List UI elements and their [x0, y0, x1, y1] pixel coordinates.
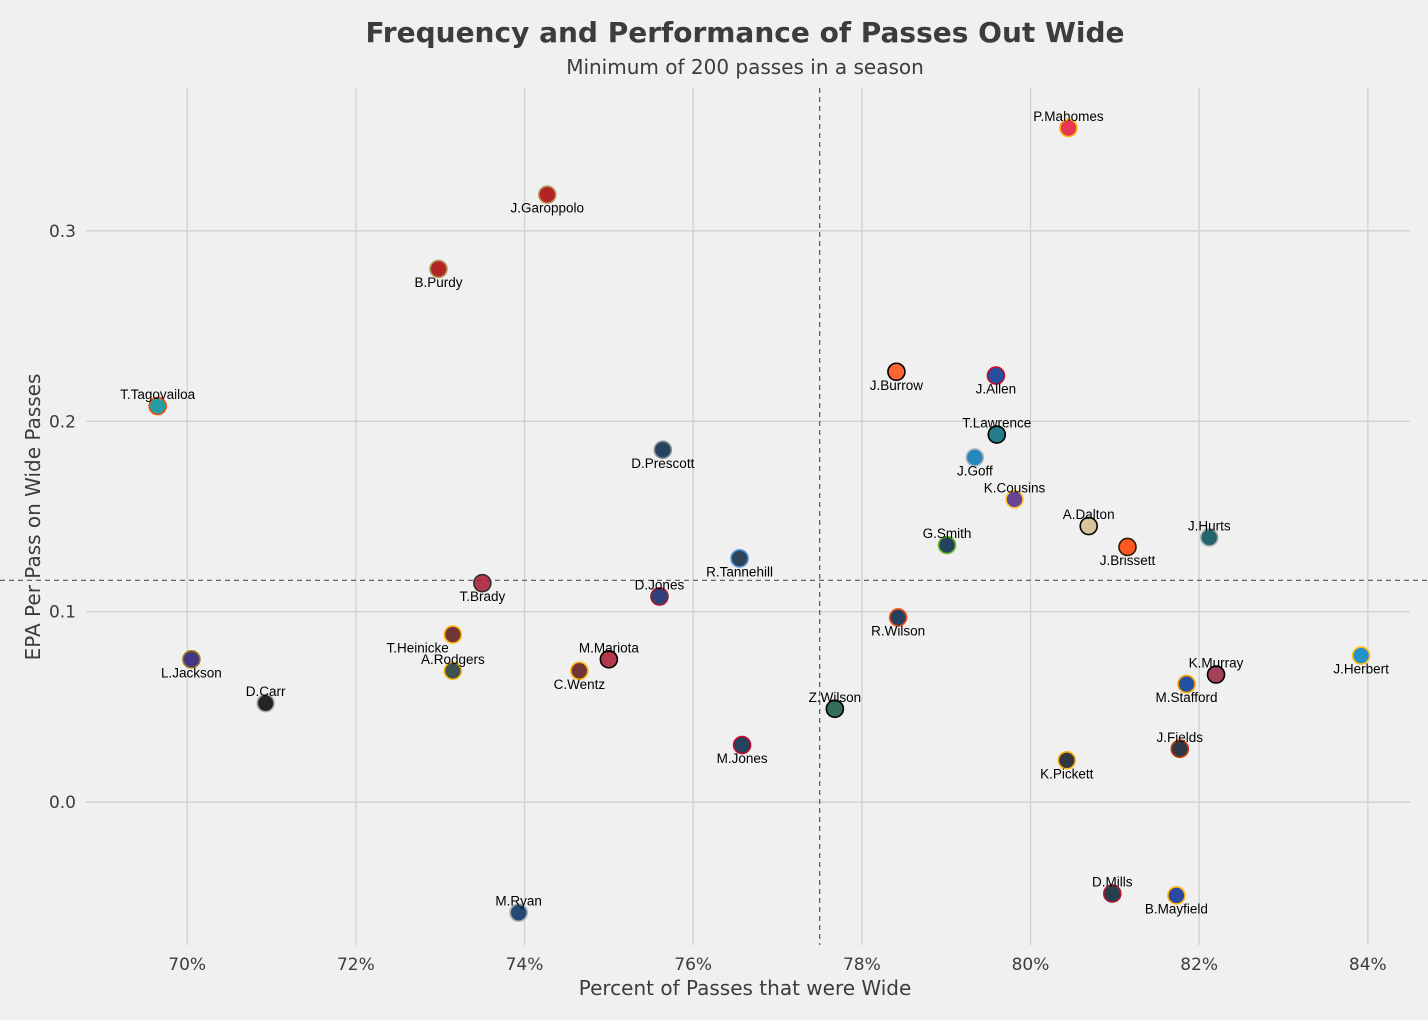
point-label: C.Wentz — [554, 677, 606, 692]
point-label: P.Mahomes — [1033, 109, 1104, 124]
point-label: A.Dalton — [1063, 507, 1115, 522]
y-axis-label: EPA Per Pass on Wide Passes — [21, 374, 45, 661]
y-tick-label: 0.0 — [49, 793, 76, 813]
data-point — [473, 573, 492, 593]
point-label: T.Brady — [459, 589, 505, 604]
data-point — [1118, 537, 1137, 557]
point-label: R.Wilson — [871, 623, 925, 638]
point-label: M.Jones — [717, 751, 768, 766]
data-point — [429, 259, 448, 279]
point-label: J.Burrow — [870, 378, 924, 393]
point-label: G.Smith — [923, 526, 972, 541]
point-label: J.Herbert — [1333, 662, 1389, 677]
data-point — [443, 625, 463, 644]
point-label: M.Stafford — [1156, 690, 1218, 705]
point-label: R.Tannehill — [706, 564, 773, 579]
data-points — [148, 118, 1371, 922]
point-label: T.Tagovailoa — [120, 387, 196, 402]
axis-ticks: 70% 72% 74% 76% 78% 80% 82% 84% 0.0 0.1 0.2 0.3 — [49, 222, 1387, 975]
data-point — [1199, 528, 1219, 547]
x-tick-label: 70% — [168, 955, 206, 975]
point-label: M.Mariota — [579, 640, 640, 655]
data-point — [1059, 118, 1078, 138]
point-label: J.Fields — [1157, 730, 1204, 745]
data-point — [1206, 665, 1226, 684]
data-point — [937, 535, 957, 555]
y-tick-label: 0.2 — [49, 412, 76, 432]
point-label: D.Prescott — [631, 456, 694, 471]
y-tick-label: 0.3 — [49, 222, 76, 242]
data-point — [1103, 884, 1122, 903]
data-point — [732, 735, 752, 755]
point-label: B.Mayfield — [1145, 901, 1208, 916]
x-tick-label: 82% — [1180, 955, 1218, 975]
data-point — [509, 903, 528, 922]
x-tick-label: 78% — [843, 955, 881, 975]
data-point — [537, 185, 557, 204]
x-axis-label: Percent of Passes that were Wide — [579, 976, 912, 1000]
data-point — [443, 661, 463, 681]
point-label: Z.Wilson — [809, 690, 862, 705]
point-label: J.Allen — [976, 382, 1017, 397]
y-tick-label: 0.1 — [49, 603, 76, 623]
data-point — [650, 587, 669, 606]
chart-subtitle: Minimum of 200 passes in a season — [566, 55, 924, 79]
point-label: K.Murray — [1189, 656, 1244, 671]
point-label: M.Ryan — [495, 894, 542, 909]
point-label: D.Carr — [246, 684, 286, 699]
point-label: D.Jones — [635, 577, 685, 592]
x-tick-label: 74% — [506, 955, 544, 975]
data-point — [730, 549, 749, 568]
data-point — [1167, 886, 1186, 905]
data-point — [256, 693, 275, 713]
data-point — [1079, 516, 1098, 536]
point-label: J.Brissett — [1100, 553, 1156, 568]
point-label: J.Goff — [957, 463, 993, 478]
data-point — [888, 608, 908, 627]
data-point — [987, 425, 1007, 444]
point-label: J.Hurts — [1188, 518, 1231, 533]
data-point — [570, 661, 589, 681]
data-point — [1057, 750, 1077, 770]
point-label: K.Cousins — [984, 480, 1046, 495]
point-label: D.Mills — [1092, 875, 1133, 890]
data-point — [965, 448, 985, 467]
x-tick-label: 84% — [1349, 955, 1387, 975]
data-point — [1351, 646, 1371, 665]
data-point — [1177, 674, 1196, 694]
x-tick-label: 76% — [674, 955, 712, 975]
mean-reference-lines — [0, 88, 1428, 945]
point-label: B.Purdy — [414, 275, 462, 290]
data-point — [182, 650, 201, 669]
point-label: A.Rodgers — [421, 652, 485, 667]
x-tick-label: 80% — [1012, 955, 1050, 975]
grid — [86, 88, 1410, 945]
chart-title: Frequency and Performance of Passes Out … — [365, 16, 1124, 49]
data-point — [986, 366, 1006, 385]
data-point — [825, 699, 845, 719]
point-labels: P.Mahomes J.Garoppolo B.Purdy T.Tagovailoa J… — [120, 109, 1389, 916]
point-label: K.Pickett — [1040, 766, 1094, 781]
data-point — [148, 396, 167, 416]
data-point — [887, 362, 906, 382]
x-tick-label: 72% — [337, 955, 375, 975]
data-point — [1170, 739, 1190, 759]
point-label: T.Heinicke — [387, 641, 449, 656]
point-label: L.Jackson — [161, 665, 222, 680]
point-label: J.Garoppolo — [511, 201, 585, 216]
data-point — [653, 440, 673, 460]
data-point — [599, 650, 619, 669]
point-label: T.Lawrence — [962, 416, 1031, 431]
data-point — [1005, 490, 1024, 509]
